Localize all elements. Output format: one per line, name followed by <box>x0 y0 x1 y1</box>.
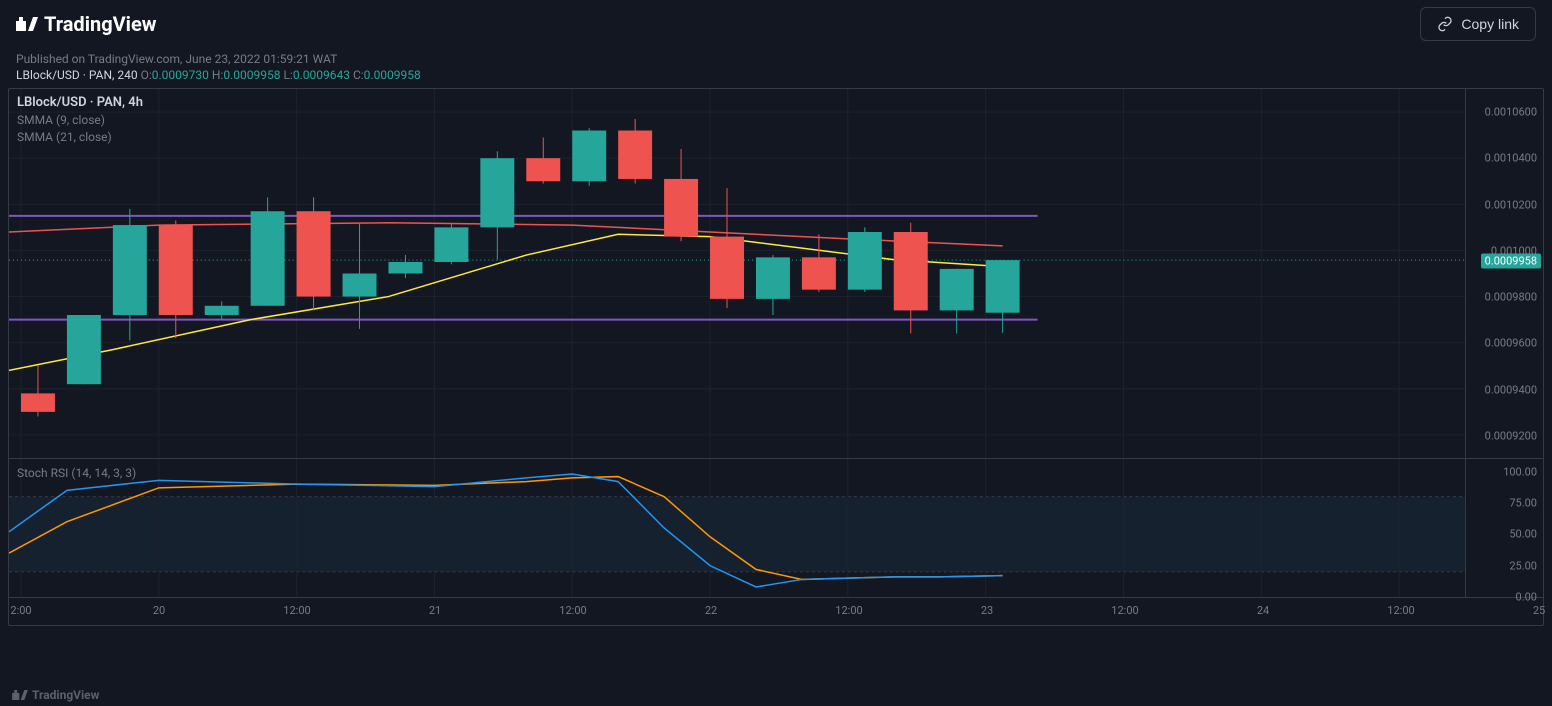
x-tick: 22 <box>705 604 717 617</box>
rsi-y-axis: 0.0025.0050.0075.00100.00 <box>1465 459 1543 597</box>
chart-container: LBlock/USD · PAN, 4h SMMA (9, close) SMM… <box>8 88 1544 626</box>
rsi-svg <box>9 459 1465 597</box>
y-tick: 0.00 <box>1516 591 1537 604</box>
time-x-axis: 2:00 20 12:00 21 12:00 22 12:00 23 12:00 24 12:00 2… <box>9 597 1543 625</box>
price-y-axis: 0.0009200 0.0009400 0.0009600 0.0009800 0.00… <box>1465 89 1543 458</box>
x-tick: 21 <box>429 604 441 617</box>
brand-name: TradingView <box>44 12 156 36</box>
y-tick: 0.0010200 <box>1485 198 1537 211</box>
x-tick: 2:00 <box>10 604 31 617</box>
link-icon <box>1437 16 1453 32</box>
x-tick: 12:00 <box>1111 604 1138 617</box>
x-tick: 20 <box>153 604 165 617</box>
indicator-label-0: SMMA (9, close) <box>17 112 143 129</box>
header: TradingView Copy link <box>0 0 1552 48</box>
current-price-tag: 0.0009958 <box>1481 253 1541 268</box>
copy-link-button[interactable]: Copy link <box>1420 7 1536 41</box>
y-tick: 100.00 <box>1503 465 1537 478</box>
y-tick: 0.0009200 <box>1485 429 1537 442</box>
chart-title: LBlock/USD · PAN, 4h <box>17 95 143 110</box>
tradingview-icon <box>12 690 28 700</box>
rsi-plot <box>9 459 1465 597</box>
stoch-rsi-chart[interactable]: Stoch RSI (14, 14, 3, 3) 0.0025.0050.007… <box>9 459 1543 597</box>
x-tick: 23 <box>981 604 993 617</box>
x-tick: 25 <box>1533 604 1545 617</box>
rsi-title: Stoch RSI (14, 14, 3, 3) <box>17 465 136 482</box>
price-svg <box>9 89 1465 458</box>
publish-meta: Published on TradingView.com, June 23, 2… <box>0 48 1552 68</box>
x-tick: 24 <box>1257 604 1269 617</box>
rsi-legend: Stoch RSI (14, 14, 3, 3) <box>17 465 136 482</box>
ohlc-readout: LBlock/USD · PAN, 240 O:0.0009730 H:0.00… <box>0 68 1552 88</box>
copy-link-label: Copy link <box>1461 16 1519 32</box>
y-tick: 0.0009800 <box>1485 291 1537 304</box>
y-tick: 0.0010600 <box>1485 106 1537 119</box>
y-tick: 75.00 <box>1509 496 1537 509</box>
x-tick: 12:00 <box>559 604 586 617</box>
x-tick: 12:00 <box>835 604 862 617</box>
brand-logo[interactable]: TradingView <box>16 12 156 36</box>
indicator-label-1: SMMA (21, close) <box>17 129 143 146</box>
tradingview-icon <box>16 17 38 31</box>
y-tick: 0.0009600 <box>1485 337 1537 350</box>
symbol-label: LBlock/USD · PAN, 240 <box>16 68 138 82</box>
y-tick: 0.0010400 <box>1485 152 1537 165</box>
x-tick: 12:00 <box>283 604 310 617</box>
footer-brand: TradingView <box>12 688 99 702</box>
price-chart[interactable]: LBlock/USD · PAN, 4h SMMA (9, close) SMM… <box>9 89 1543 459</box>
x-tick: 12:00 <box>1387 604 1414 617</box>
chart-legend: LBlock/USD · PAN, 4h SMMA (9, close) SMM… <box>17 95 143 146</box>
y-tick: 0.0009400 <box>1485 383 1537 396</box>
y-tick: 25.00 <box>1509 559 1537 572</box>
price-plot <box>9 89 1465 458</box>
y-tick: 50.00 <box>1509 528 1537 541</box>
